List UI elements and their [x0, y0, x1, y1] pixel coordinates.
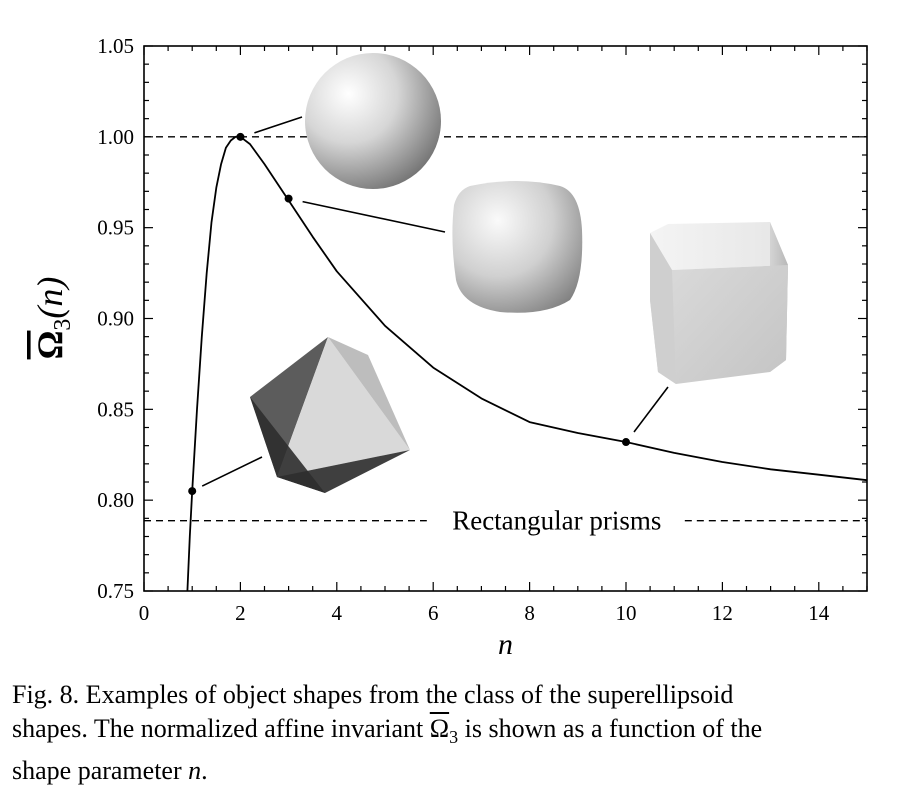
y-tick-label: 1.05 [97, 34, 134, 58]
leader-line [633, 386, 669, 433]
series-line [186, 135, 868, 592]
x-tick-label: 14 [808, 601, 830, 625]
figure-caption: Fig. 8. Examples of object shapes from t… [12, 678, 892, 788]
caption-line-2-end: is shown as a function of the [458, 714, 763, 743]
y-axis-label-argument: (n) [30, 277, 70, 319]
y-tick-label: 1.00 [97, 125, 134, 149]
data-point [284, 194, 293, 203]
x-axis-label: n [498, 628, 513, 661]
reference-lines [144, 136, 867, 522]
x-tick-label: 10 [616, 601, 637, 625]
caption-line-2-start: shapes. The normalized affine invariant [12, 714, 430, 743]
x-tick-label: 4 [332, 601, 343, 625]
marked-points [188, 132, 630, 496]
leader-lines [201, 116, 669, 487]
caption-omega: Ω [429, 714, 450, 743]
y-tick-label: 0.85 [97, 397, 134, 421]
y-axis-label: Ω3(n) [30, 277, 76, 360]
caption-line-3: shape parameter n. [12, 754, 892, 788]
y-tick-label: 0.90 [97, 307, 134, 331]
y-tick-label: 0.80 [97, 488, 134, 512]
caption-line-3-end: . [201, 756, 208, 786]
x-tick-label: 6 [428, 601, 439, 625]
y-axis-label-symbol: Ω [30, 331, 70, 360]
y-axis-label-subscript: 3 [50, 319, 76, 331]
cube-illustration [650, 222, 788, 384]
x-tick-label: 8 [524, 601, 535, 625]
data-point [236, 132, 245, 141]
y-tick-label: 0.75 [97, 579, 134, 603]
caption-variable-n: n [188, 756, 202, 786]
figure: 0 2 4 6 8 10 12 14 0.75 0.80 0.85 0.90 0.95 1.00 1.05 n… [30, 34, 868, 661]
leader-line [201, 456, 263, 487]
plot-axes [143, 45, 868, 592]
curve-layer [186, 135, 868, 592]
caption-line-1: Fig. 8. Examples of object shapes from t… [12, 680, 734, 709]
sphere-illustration [305, 53, 441, 189]
reference-line-label: Rectangular prisms [452, 506, 661, 536]
octahedron-illustration [250, 337, 410, 493]
x-tick-label: 2 [235, 601, 246, 625]
x-tick-label: 0 [139, 601, 150, 625]
leader-line [254, 116, 303, 134]
chart-text: 0 2 4 6 8 10 12 14 0.75 0.80 0.85 0.90 0.95 1.00 1.05 n… [30, 34, 830, 661]
rounded-cube-illustration [452, 181, 583, 313]
data-point [188, 487, 197, 496]
y-tick-label: 0.95 [97, 216, 134, 240]
caption-line-3-start: shape parameter [12, 756, 189, 786]
x-tick-label: 12 [712, 601, 733, 625]
caption-omega-subscript: 3 [449, 727, 459, 748]
leader-line [302, 200, 446, 233]
data-point [622, 438, 630, 447]
caption-line-2: shapes. The normalized affine invariant … [12, 712, 892, 754]
